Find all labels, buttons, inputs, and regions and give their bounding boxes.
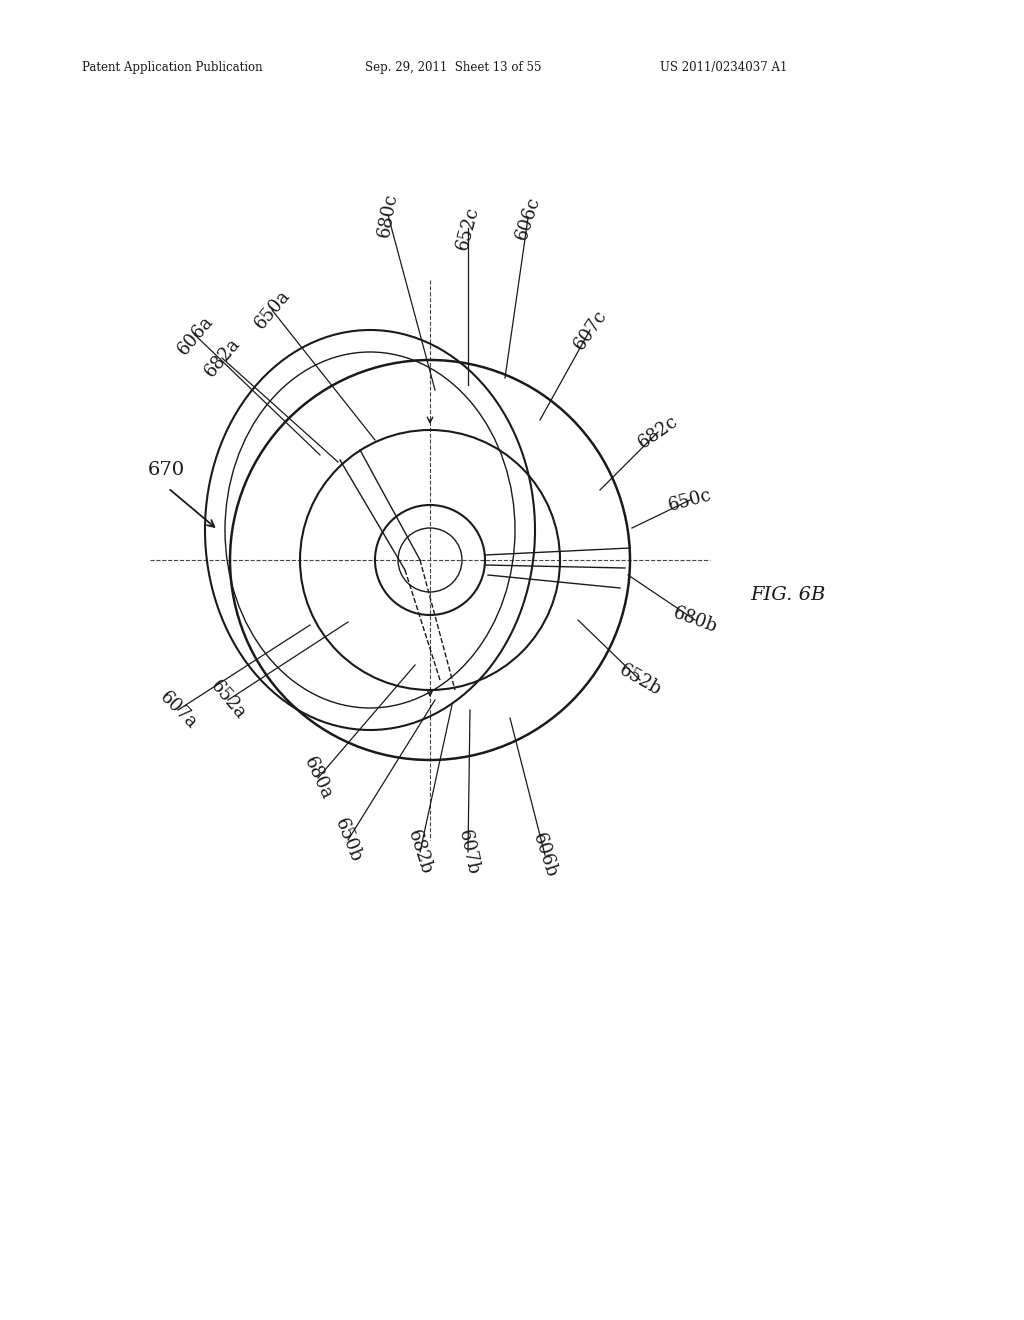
Text: 607c: 607c — [570, 306, 610, 354]
Text: 607b: 607b — [455, 828, 481, 876]
Text: 652a: 652a — [207, 677, 250, 723]
Text: 680c: 680c — [375, 191, 400, 239]
Text: 682a: 682a — [201, 335, 244, 381]
Text: 606b: 606b — [529, 830, 561, 879]
Text: 650c: 650c — [667, 486, 714, 515]
Text: 607a: 607a — [156, 688, 201, 733]
Text: 680b: 680b — [671, 603, 720, 636]
Text: 652b: 652b — [615, 661, 665, 700]
Text: Sep. 29, 2011  Sheet 13 of 55: Sep. 29, 2011 Sheet 13 of 55 — [365, 62, 542, 74]
Text: Patent Application Publication: Patent Application Publication — [82, 62, 262, 74]
Text: 682b: 682b — [404, 828, 435, 876]
Text: US 2011/0234037 A1: US 2011/0234037 A1 — [660, 62, 787, 74]
Text: 682c: 682c — [635, 412, 681, 453]
Text: 606a: 606a — [173, 312, 216, 358]
Text: 680a: 680a — [300, 754, 336, 803]
Text: 670: 670 — [148, 461, 185, 479]
Text: 650a: 650a — [251, 286, 294, 333]
Text: 652c: 652c — [454, 205, 482, 252]
Text: FIG. 6B: FIG. 6B — [750, 586, 825, 605]
Text: 650b: 650b — [331, 816, 365, 865]
Text: 606c: 606c — [513, 194, 544, 242]
